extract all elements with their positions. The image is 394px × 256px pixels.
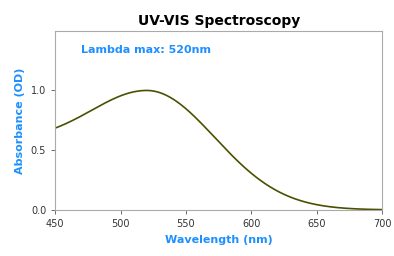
Text: Lambda max: 520nm: Lambda max: 520nm	[81, 45, 211, 55]
Title: UV-VIS Spectroscopy: UV-VIS Spectroscopy	[138, 14, 300, 28]
X-axis label: Wavelength (nm): Wavelength (nm)	[165, 234, 273, 244]
Y-axis label: Absorbance (OD): Absorbance (OD)	[15, 67, 25, 174]
